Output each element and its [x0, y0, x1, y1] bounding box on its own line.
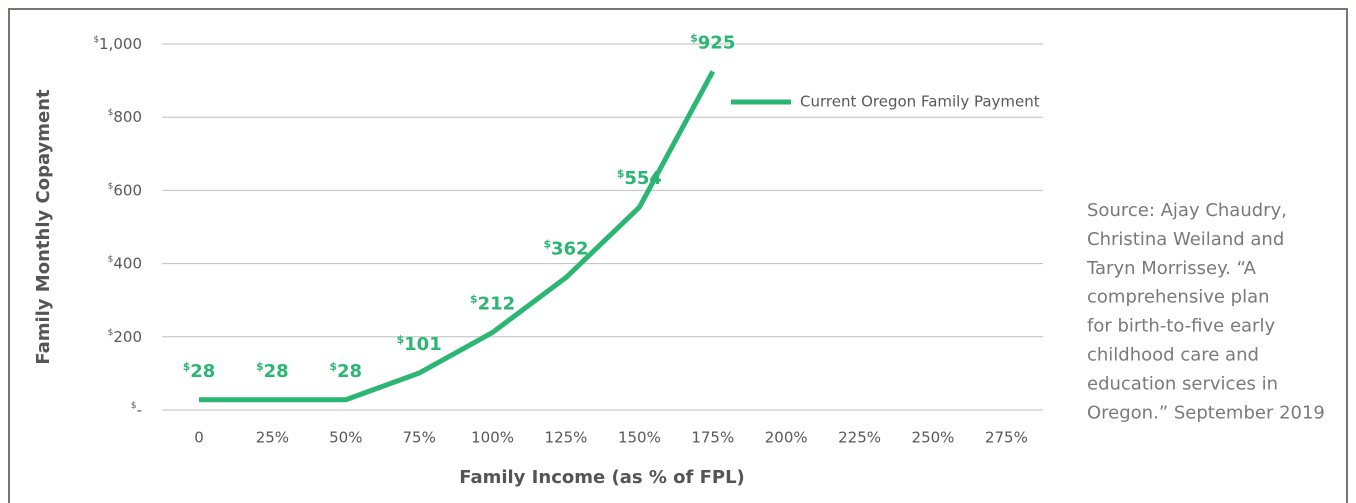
y-tick-label: $400 — [108, 254, 142, 272]
x-tick-label: 25% — [256, 429, 289, 447]
x-tick-label: 150% — [618, 429, 661, 447]
y-tick-label: $600 — [108, 181, 142, 199]
legend-label: Current Oregon Family Payment — [800, 93, 1040, 111]
x-tick-label: 50% — [329, 429, 362, 447]
data-label: $925 — [690, 31, 735, 53]
data-label: $554 — [617, 167, 662, 189]
x-axis-title: Family Income (as % of FPL) — [459, 467, 745, 488]
x-tick-label: 200% — [765, 429, 808, 447]
x-tick-label: 175% — [691, 429, 734, 447]
x-tick-label: 100% — [471, 429, 514, 447]
data-label: $212 — [470, 292, 515, 314]
x-tick-label: 125% — [545, 429, 588, 447]
x-tick-label: 275% — [985, 429, 1028, 447]
data-label: $28 — [256, 360, 289, 382]
source-note: childhood care and — [1087, 345, 1259, 366]
x-tick-label: 75% — [403, 429, 436, 447]
source-note: for birth-to-five early — [1087, 316, 1275, 337]
data-label: $28 — [183, 360, 216, 382]
source-note: Christina Weiland and — [1087, 229, 1284, 250]
y-tick-label: $200 — [108, 327, 142, 345]
x-tick-label: 250% — [912, 429, 955, 447]
y-axis-title: Family Monthly Copayment — [33, 89, 54, 365]
source-note: Taryn Morrissey. “A — [1086, 258, 1257, 279]
y-tick-label: $1,000 — [93, 35, 142, 53]
data-label: $362 — [543, 238, 588, 260]
y-tick-label: $- — [131, 401, 142, 419]
data-label: $28 — [330, 360, 363, 382]
source-note: education services in — [1087, 373, 1278, 394]
source-note: Oregon.” September 2019 — [1087, 402, 1325, 423]
source-note: comprehensive plan — [1087, 287, 1270, 308]
data-label: $101 — [397, 333, 442, 355]
x-tick-label: 0 — [194, 429, 204, 447]
x-tick-label: 225% — [838, 429, 881, 447]
y-tick-label: $800 — [108, 108, 142, 126]
source-note: Source: Ajay Chaudry, — [1087, 200, 1287, 221]
series-line — [199, 70, 715, 403]
frame — [8, 8, 1348, 503]
